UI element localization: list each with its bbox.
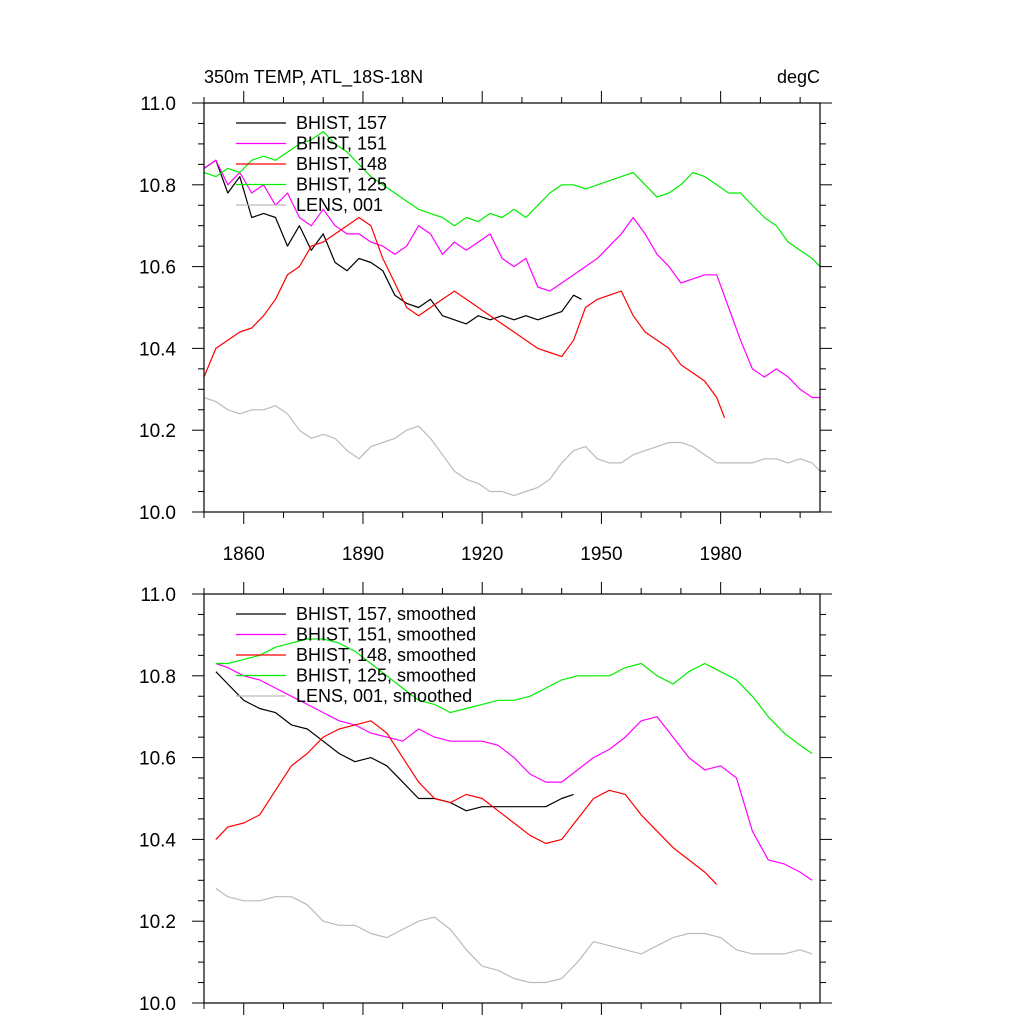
series-line-1 xyxy=(215,662,813,881)
y-tick-label: 10.8 xyxy=(139,667,176,688)
x-tick-label: 1890 xyxy=(342,544,384,565)
y-tick-label: 10.6 xyxy=(139,258,176,279)
legend-label-2: BHIST, 148 xyxy=(296,154,387,174)
top-panel: 350m TEMP, ATL_18S-18N degC 10.0 10.2 10.4… xyxy=(139,67,832,565)
chart-title: 350m TEMP, ATL_18S-18N xyxy=(204,67,423,88)
y-tick-label: 10.6 xyxy=(139,749,176,770)
legend-label-3: BHIST, 125, smoothed xyxy=(296,666,476,686)
series-line-2 xyxy=(215,720,718,885)
y-tick-label: 10.2 xyxy=(139,421,176,442)
legend-label-1: BHIST, 151 xyxy=(296,134,387,154)
series-line-4 xyxy=(215,888,813,984)
legend-label-3: BHIST, 125 xyxy=(296,175,387,195)
legend-label-4: LENS, 001, smoothed xyxy=(296,686,472,706)
x-tick-label: 1860 xyxy=(223,544,265,565)
x-tick-label: 1920 xyxy=(461,544,503,565)
y-tick-label: 10.4 xyxy=(139,830,176,851)
x-tick-label: 1980 xyxy=(700,544,742,565)
legend-label-2: BHIST, 148, smoothed xyxy=(296,645,476,665)
series-line-3 xyxy=(203,131,821,268)
y-tick-label: 10.0 xyxy=(139,503,176,524)
series-line-0 xyxy=(203,159,582,325)
legend-label-4: LENS, 001 xyxy=(296,195,383,215)
units-label: degC xyxy=(777,67,820,87)
series-line-4 xyxy=(203,396,821,497)
y-tick-label: 10.2 xyxy=(139,912,176,933)
series-line-0 xyxy=(215,671,574,812)
legend-label-0: BHIST, 157, smoothed xyxy=(296,604,476,624)
series-line-2 xyxy=(203,216,726,419)
series-line-1 xyxy=(203,159,820,399)
x-tick-label: 1950 xyxy=(580,544,622,565)
y-tick-label: 10.4 xyxy=(139,339,176,360)
y-tick-label: 11.0 xyxy=(140,585,176,606)
legend-label-0: BHIST, 157 xyxy=(296,113,387,133)
y-tick-label: 11.0 xyxy=(140,94,176,115)
legend-label-1: BHIST, 151, smoothed xyxy=(296,625,476,645)
y-tick-label: 10.8 xyxy=(139,176,176,197)
bottom-panel: 10.0 10.2 10.4 10.6 10.8 11.0 BHIST, 157, smoo… xyxy=(139,582,832,1015)
series-line-3 xyxy=(215,638,813,754)
y-tick-label: 10.0 xyxy=(139,994,176,1015)
